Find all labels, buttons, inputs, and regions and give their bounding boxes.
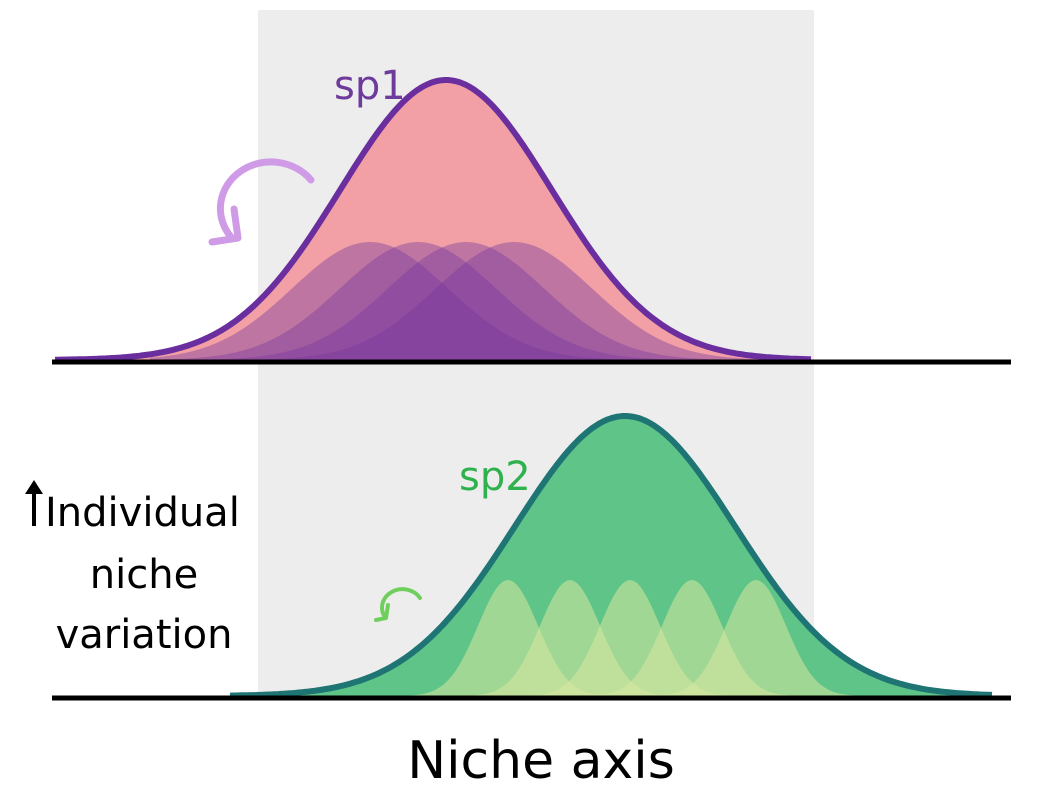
individual-niche-curve [150, 242, 760, 360]
individual-niche-curve [150, 242, 760, 360]
individual-niche-curve [400, 580, 860, 696]
panel-sp2: sp2 [52, 413, 1011, 701]
individual-niche-curve [150, 242, 760, 360]
side-label-line-1: Individual [45, 490, 240, 536]
panel-sp1: sp1 [52, 63, 1011, 365]
sp2-niche-area [230, 416, 992, 696]
axis-label: Niche axis [407, 731, 675, 791]
clockwise-arrow-icon [374, 587, 422, 622]
side-label-line-3: variation [56, 612, 233, 658]
side-label-line-2: niche [90, 552, 198, 598]
species-label-sp2: sp2 [459, 454, 531, 500]
sp2-niche-outline [229, 413, 993, 699]
species-label-sp1: sp1 [334, 63, 406, 109]
sp1-niche-area [55, 80, 812, 360]
sp1-individual-niches [150, 242, 760, 360]
up-arrow-icon [25, 480, 43, 526]
individual-niche-curve [400, 580, 860, 696]
clockwise-arrow-icon [208, 158, 315, 246]
sp1-niche-outline [55, 77, 812, 363]
individual-niche-curve [150, 242, 760, 360]
individual-niche-curve [400, 580, 860, 696]
sp2-individual-niches [400, 580, 860, 696]
side-label: Individual niche variation [25, 480, 240, 658]
